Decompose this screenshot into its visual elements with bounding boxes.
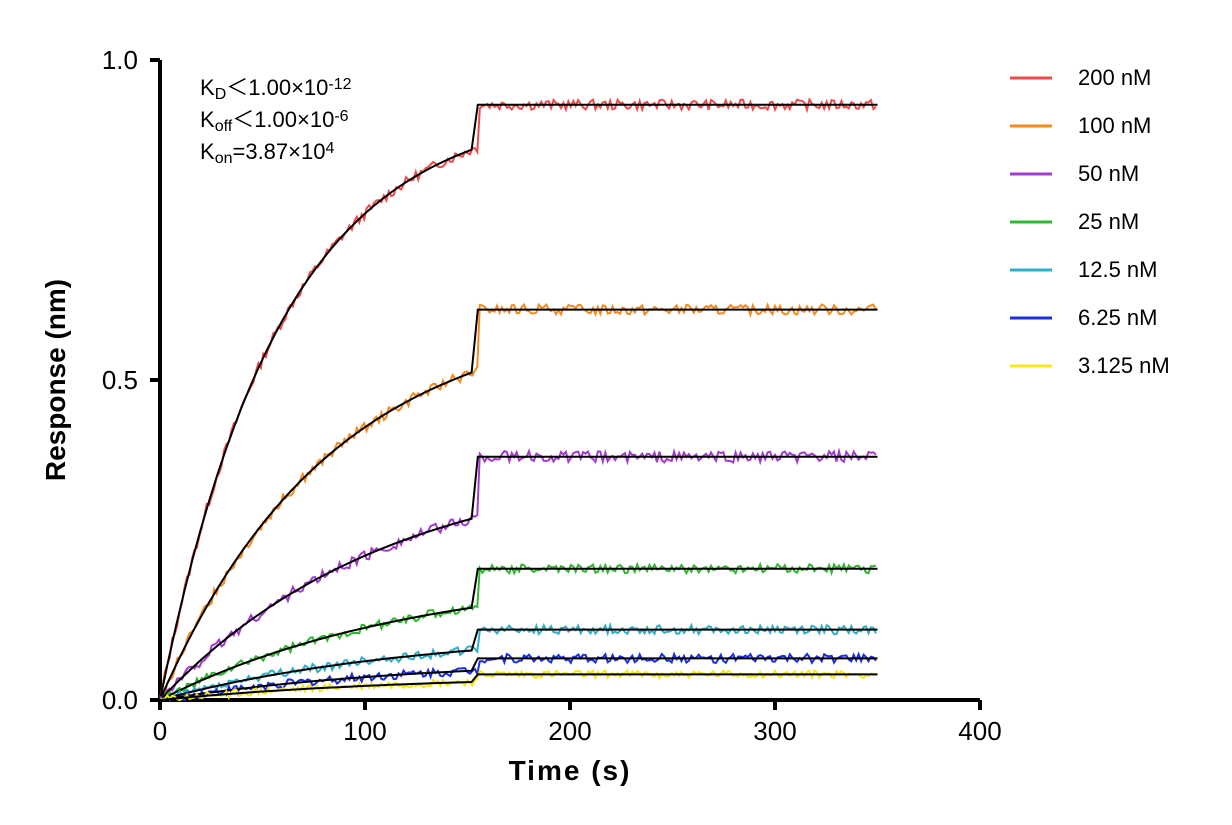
x-tick-label: 300 xyxy=(753,716,796,746)
kinetics-annotation: Kon=3.87×104 xyxy=(200,139,334,167)
legend-label: 100 nM xyxy=(1078,113,1151,138)
legend-label: 12.5 nM xyxy=(1078,257,1158,282)
x-tick-label: 400 xyxy=(958,716,1001,746)
x-tick-label: 0 xyxy=(153,716,167,746)
y-tick-label: 1.0 xyxy=(102,45,138,75)
legend-label: 6.25 nM xyxy=(1078,305,1158,330)
kinetics-annotation: KD＜1.00×10-12 xyxy=(200,75,352,103)
x-tick-label: 200 xyxy=(548,716,591,746)
y-axis-label: Response (nm) xyxy=(40,279,71,481)
binding-kinetics-chart: 0 100 200 300 400 0.0 0.5 1.0 Time (s) Response (… xyxy=(0,0,1232,825)
chart-svg: 0 100 200 300 400 0.0 0.5 1.0 Time (s) Response (… xyxy=(0,0,1232,825)
y-tick-label: 0.0 xyxy=(102,685,138,715)
legend-label: 25 nM xyxy=(1078,209,1139,234)
y-tick-label: 0.5 xyxy=(102,365,138,395)
fit-line xyxy=(160,310,878,700)
kinetics-annotation: Koff＜1.00×10-6 xyxy=(200,107,349,135)
legend-label: 200 nM xyxy=(1078,65,1151,90)
fit-line xyxy=(160,658,878,700)
x-tick-label: 100 xyxy=(343,716,386,746)
fit-line xyxy=(160,457,878,700)
series-line xyxy=(160,654,876,700)
legend-label: 3.125 nM xyxy=(1078,353,1170,378)
legend-label: 50 nM xyxy=(1078,161,1139,186)
x-axis-label: Time (s) xyxy=(509,755,632,786)
fit-line xyxy=(160,105,878,700)
series-line xyxy=(160,305,876,699)
